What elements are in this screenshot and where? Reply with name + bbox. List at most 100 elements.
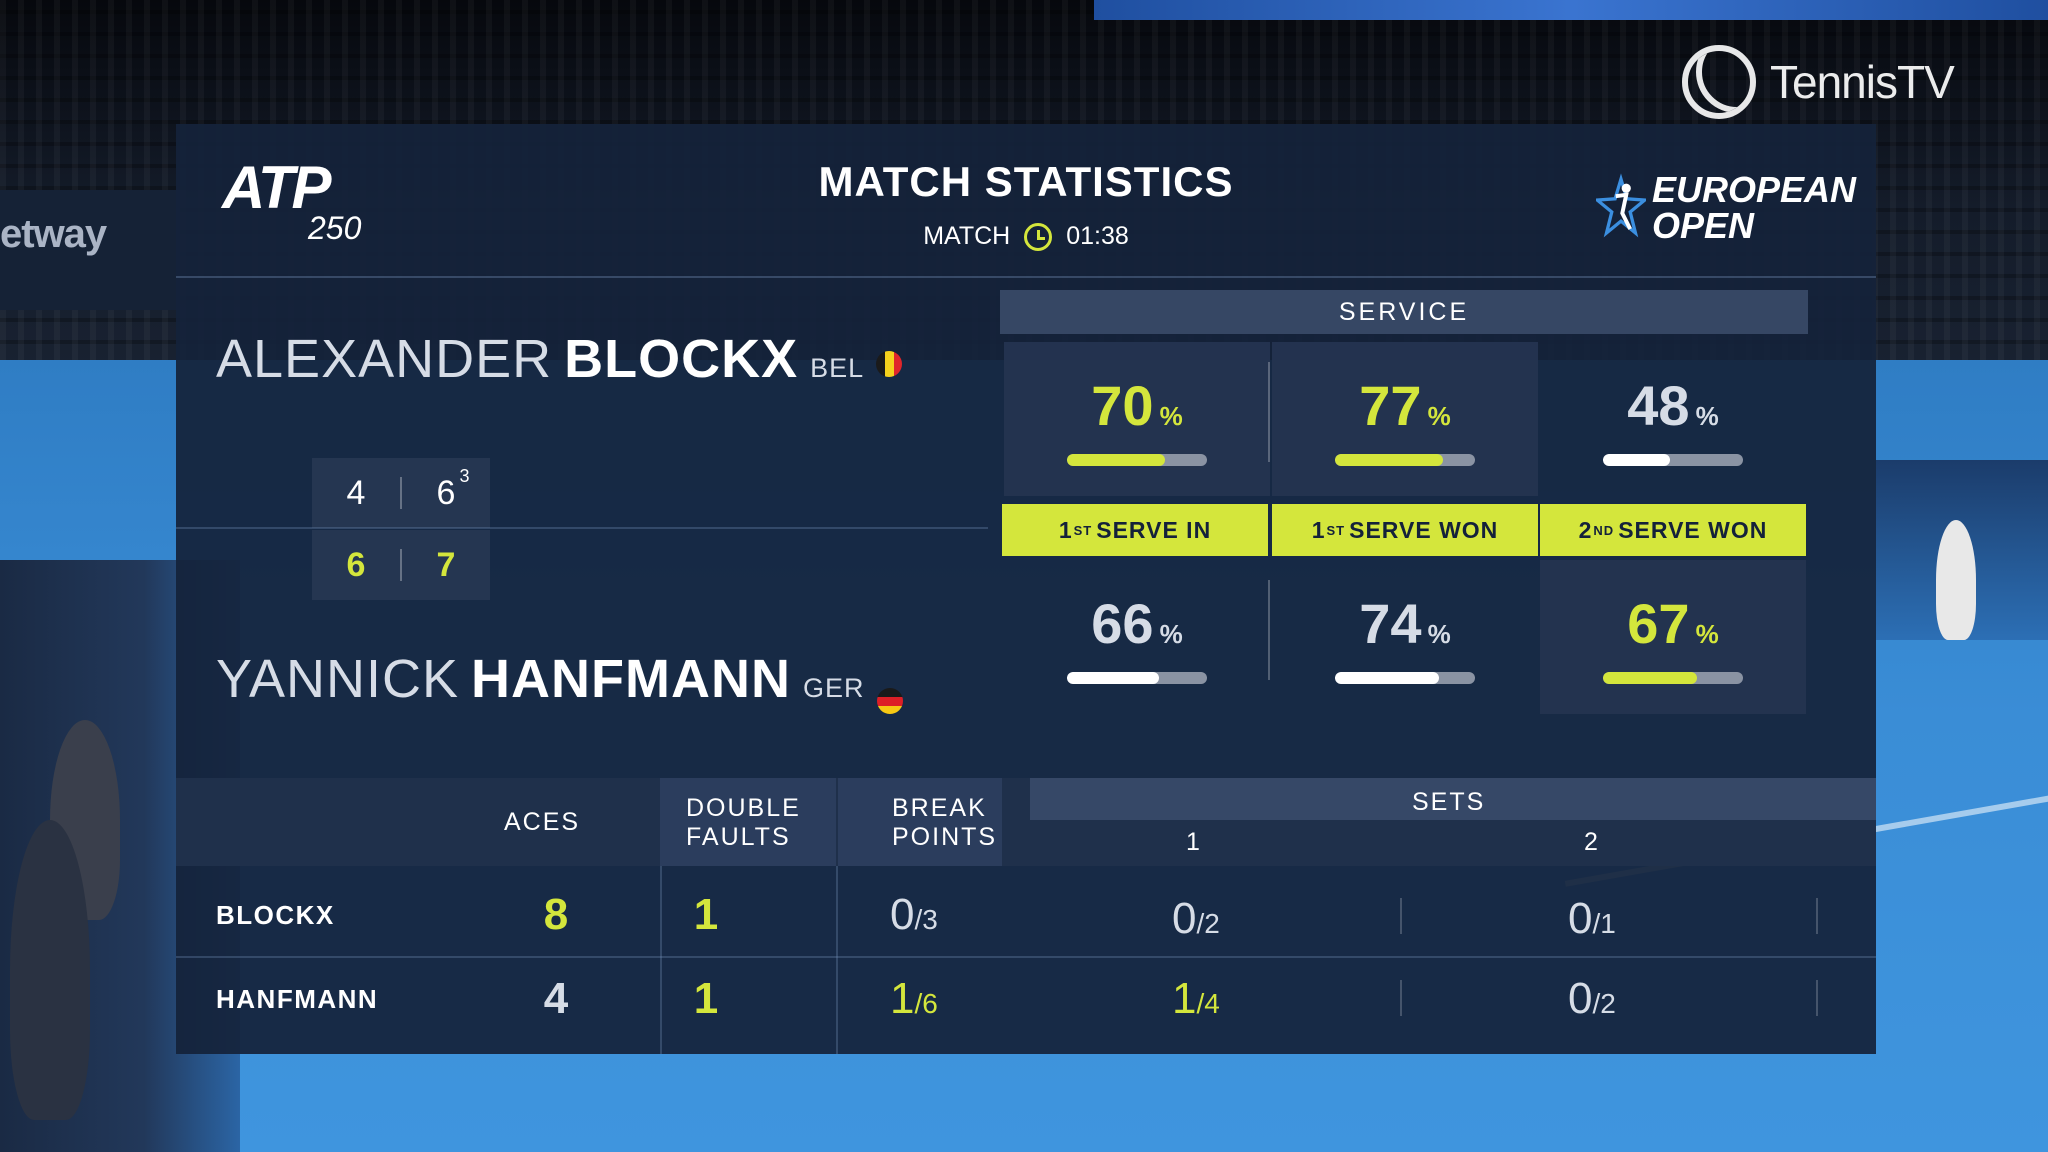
germany-flag-icon	[876, 688, 903, 715]
cell-divider	[1400, 980, 1402, 1016]
stat-value: 67%	[1627, 591, 1719, 655]
player-first-name: YANNICK	[216, 649, 460, 709]
header-cell-bg	[660, 778, 836, 866]
stat-bar	[1603, 453, 1743, 466]
header-set-1: 1	[1186, 828, 1202, 856]
stat-value: 70%	[1091, 373, 1183, 437]
stat-value: 48%	[1627, 373, 1719, 437]
cell-divider	[1400, 898, 1402, 934]
first-serve-in-p2: 66%	[1004, 560, 1270, 714]
label-first-serve-in: 1 ST SERVE IN	[1002, 504, 1268, 556]
page-title: MATCH STATISTICS	[818, 158, 1234, 205]
player-1-name: ALEXANDER BLOCKX BEL	[216, 328, 903, 390]
score-divider	[400, 477, 402, 509]
set-2-break-points-value: 0/1	[1568, 894, 1616, 943]
label-first-serve-won: 1 ST SERVE WON	[1272, 504, 1538, 556]
line-judge	[1936, 520, 1976, 640]
star-icon	[1596, 173, 1646, 238]
column-divider	[836, 866, 838, 1054]
set-score: 6	[346, 545, 366, 584]
header-break-points: BREAK POINTS	[892, 794, 998, 851]
column-divider	[660, 866, 662, 1054]
break-points-value: 1/6	[890, 974, 938, 1023]
stat-bar	[1603, 671, 1743, 684]
event-logo: EUROPEAN OPEN	[1596, 158, 1856, 258]
player-first-name: ALEXANDER	[216, 329, 553, 389]
cell-divider	[1268, 362, 1270, 462]
set-1-break-points-value: 0/2	[1172, 894, 1220, 943]
score-divider	[400, 549, 402, 581]
stat-bar-fill	[1335, 453, 1443, 466]
stat-value: 74%	[1359, 591, 1451, 655]
service-header: SERVICE	[1000, 290, 1808, 334]
clock-icon	[1024, 222, 1053, 251]
stat-bar-fill	[1067, 453, 1165, 466]
player-last-name: BLOCKX	[564, 329, 799, 389]
set-score: 4	[346, 473, 366, 512]
stat-value: 77%	[1359, 373, 1451, 437]
match-time-value: 01:38	[1066, 222, 1129, 250]
first-serve-won-p2: 74%	[1272, 560, 1538, 714]
atp-logo-main: ATP	[222, 154, 332, 221]
event-name-line2: OPEN	[1651, 205, 1754, 246]
second-serve-won-p1: 48%	[1540, 342, 1806, 496]
cell-divider	[1268, 580, 1270, 680]
event-name-line1: EUROPEAN	[1651, 169, 1856, 210]
player-country: BEL	[810, 353, 865, 383]
break-points-value: 0/3	[890, 890, 938, 939]
atp-logo-sub: 250	[308, 210, 362, 246]
row-divider	[176, 956, 1876, 958]
set-1-break-points-value: 1/4	[1172, 974, 1220, 1023]
label-second-serve-won: 2 ND SERVE WON	[1540, 504, 1806, 556]
stat-bar-fill	[1335, 671, 1439, 684]
header-cell-bg	[838, 778, 1002, 866]
player-2-name: YANNICK HANFMANN GER	[216, 648, 903, 715]
set-score: 7	[436, 545, 456, 584]
led-banner	[1094, 0, 2048, 20]
stat-bar-fill	[1603, 671, 1697, 684]
set-2-break-points-value: 0/2	[1568, 974, 1616, 1023]
stat-value: 66%	[1091, 591, 1183, 655]
panel-header: ATP 250 MATCH STATISTICS MATCH 01:38 EUR…	[176, 124, 1876, 278]
second-serve-won-p2: 67%	[1540, 560, 1806, 714]
header-aces: ACES	[504, 808, 581, 836]
stat-bar	[1067, 453, 1207, 466]
aces-value: 4	[543, 974, 569, 1023]
double-faults-value: 1	[693, 890, 719, 939]
stat-bar	[1335, 453, 1475, 466]
row-player-name: BLOCKX	[216, 900, 335, 930]
row-player-name: HANFMANN	[216, 984, 379, 1014]
stat-bar	[1335, 671, 1475, 684]
player-last-name: HANFMANN	[471, 649, 791, 709]
stat-bar-fill	[1603, 453, 1671, 466]
player-2-score: 6 7	[312, 530, 490, 600]
spectator	[10, 820, 90, 1120]
player-country: GER	[803, 673, 865, 703]
cell-divider	[1816, 980, 1818, 1016]
belgium-flag-icon	[876, 351, 903, 377]
player-divider	[176, 527, 988, 529]
tiebreak-score: 3	[459, 465, 470, 486]
stat-bar-fill	[1067, 671, 1160, 684]
sets-header-bar	[1030, 778, 1876, 820]
broadcaster-logo: TennisTV	[1682, 42, 1982, 122]
aces-value: 8	[543, 890, 569, 939]
sponsor-text: etway	[0, 212, 107, 256]
stat-bar	[1067, 671, 1207, 684]
header-double-faults: DOUBLE FAULTS	[686, 794, 801, 851]
first-serve-in-p1: 70%	[1004, 342, 1270, 496]
match-duration: MATCH 01:38	[176, 222, 1876, 251]
tennis-ball-icon	[1682, 45, 1756, 119]
event-name: EUROPEAN OPEN	[1652, 172, 1856, 244]
cell-divider	[1816, 898, 1818, 934]
header-set-2: 2	[1584, 828, 1600, 856]
atp-logo: ATP 250	[222, 154, 382, 250]
header-sets: SETS	[1412, 788, 1486, 816]
double-faults-value: 1	[693, 974, 719, 1023]
sponsor-board	[0, 190, 180, 310]
match-statistics-panel: ATP 250 MATCH STATISTICS MATCH 01:38 EUR…	[176, 124, 1876, 1054]
broadcaster-name: TennisTV	[1770, 56, 1955, 108]
first-serve-won-p1: 77%	[1272, 342, 1538, 496]
